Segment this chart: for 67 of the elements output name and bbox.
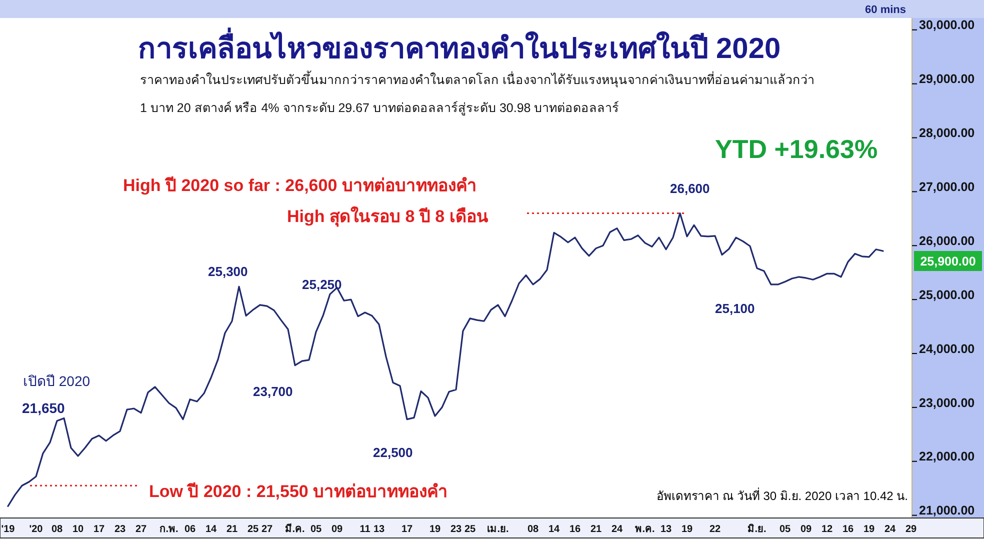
x-tick-label: 13 [660,524,672,535]
annotation: 23,700 [253,384,293,399]
annotation: 26,600 [670,181,710,196]
x-tick-label: เม.ย. [487,524,509,535]
x-tick-label: 27 [261,524,273,535]
x-tick-label: 19 [681,524,693,535]
text: 25,900.00 [920,254,976,268]
x-tick-label: 16 [842,524,854,535]
x-tick-label: 23 [450,524,462,535]
x-tick-label: 17 [401,524,413,535]
x-tick-label: 17 [93,524,105,535]
x-tick-label: พ.ค. [635,524,655,535]
x-tick-label: 22 [709,524,721,535]
x-tick-label: 13 [373,524,385,535]
text: ราคาทองคำในประเทศปรับตัวขึ้นมากกว่าราคาทองคำในตลาดโลก เนื่องจากได้รับแรงหนุนจากค่าเงินบาทที่อ่อนค่ามาแล้วกว่า 1 บาท 20 สตางค์ หรือ 4% จากระดับ 29.67 บาทต่อดอลลาร์สู่ระดับ 30.98 บาทต่อดอลลาร์ [140,70,814,116]
x-tick-label: 19 [429,524,441,535]
x-tick-label: 24 [884,524,896,535]
x-tick-label: 05 [310,524,322,535]
x-tick-label: 11 [360,524,371,535]
text: การเคลื่อนไหวของราคาทองคำในประเทศในปี 2020 [138,27,781,65]
x-tick-label: 14 [205,524,217,535]
x-tick-label: 08 [527,524,539,535]
x-tick-label: '19 [1,524,16,535]
text: 60 mins [865,4,906,16]
annotation: 25,300 [208,264,248,279]
annotation: 22,500 [373,445,413,460]
y-tick-label: 29,000.00 [919,72,975,86]
x-tick-label: 12 [821,524,833,535]
y-tick-label: 30,000.00 [919,18,975,32]
annotation: High ปี 2020 so far : 26,600 บาทต่อบาททองคำ [123,175,477,195]
y-tick-label: 28,000.00 [919,126,975,140]
x-tick-label: 23 [114,524,126,535]
annotation: อัพเดทราคา ณ วันที่ 30 มิ.ย. 2020 เวลา 10.42 น. [656,487,908,503]
x-tick-label: 21 [590,524,602,535]
annotation: Low ปี 2020 : 21,550 บาทต่อบาททองคำ [149,481,448,501]
x-tick-label: 24 [611,524,623,535]
annotation: YTD +19.63% [715,134,878,164]
x-tick-label: 29 [905,524,917,535]
x-tick-label: 27 [135,524,147,535]
y-tick-label: 22,000.00 [919,450,975,464]
y-tick-label: 23,000.00 [919,396,975,410]
x-tick-label: '20 [29,524,44,535]
annotation: 25,100 [715,301,755,316]
y-tick-label: 21,000.00 [919,504,975,518]
x-tick-label: 25 [247,524,259,535]
y-tick-label: 25,000.00 [919,288,975,302]
x-tick-label: มี.ค. [285,523,305,535]
y-tick-label: 24,000.00 [919,342,975,356]
x-tick-label: 19 [863,524,875,535]
y-tick-label: 27,000.00 [919,180,975,194]
x-tick-label: มิ.ย. [748,523,766,535]
x-tick-label: 16 [569,524,581,535]
x-tick-label: 09 [800,524,812,535]
x-tick-label: 05 [779,524,791,535]
annotation: เปิดปี 2020 [23,373,90,389]
annotation: High สุดในรอบ 8 ปี 8 เดือน [287,206,488,227]
x-tick-label: 14 [548,524,560,535]
x-tick-label: 25 [464,524,476,535]
x-tick-label: ก.พ. [160,524,178,535]
x-tick-label: 06 [184,524,196,535]
x-tick-label: 21 [226,524,238,535]
annotation: 25,250 [302,277,342,292]
annotation: 21,650 [22,400,66,416]
y-tick-label: 26,000.00 [919,234,975,248]
x-tick-label: 09 [331,524,343,535]
x-tick-label: 08 [51,524,63,535]
x-tick-label: 10 [72,524,84,535]
